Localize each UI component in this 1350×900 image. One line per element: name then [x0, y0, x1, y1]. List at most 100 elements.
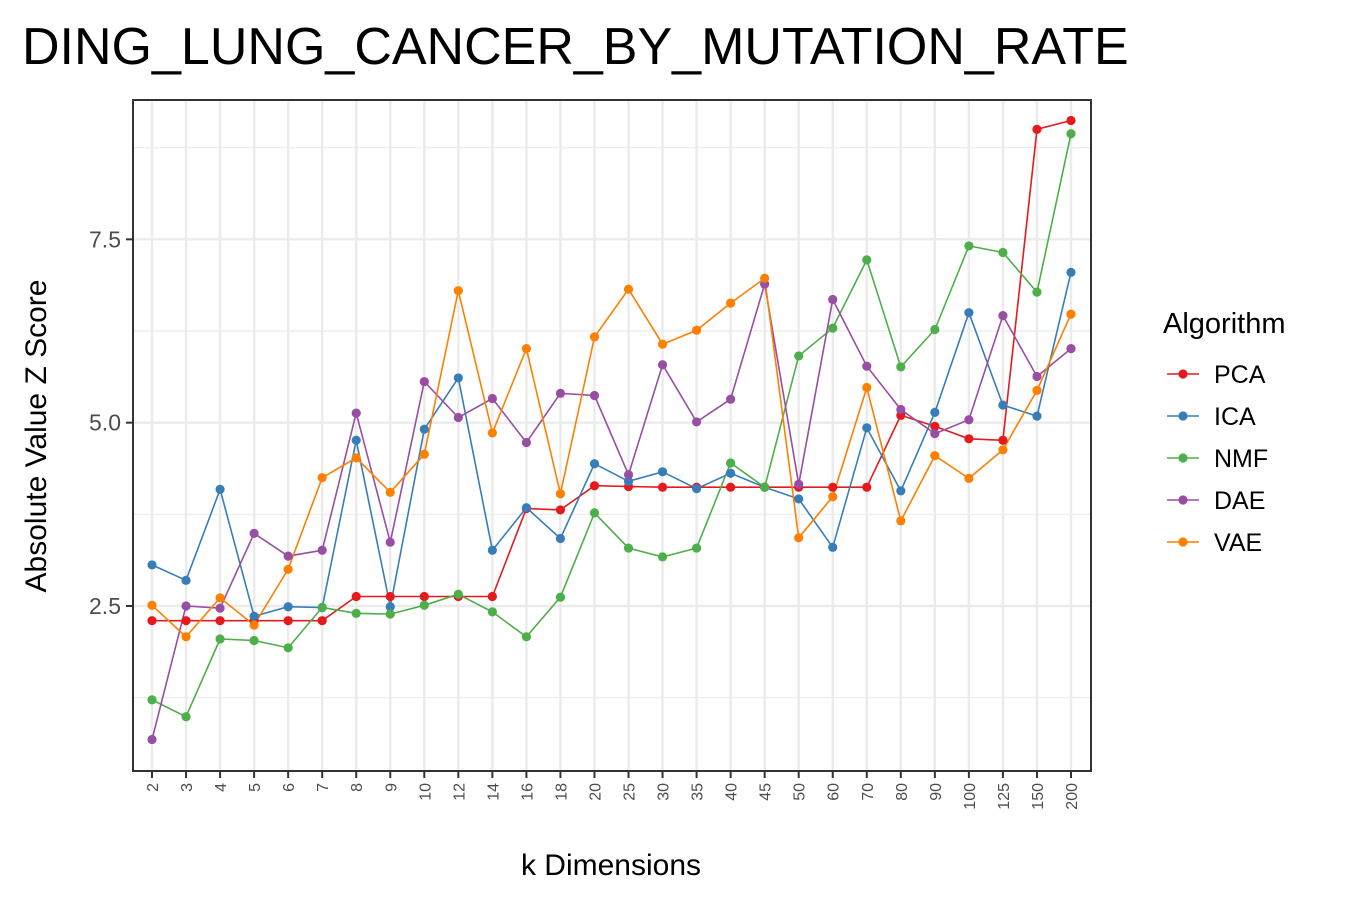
legend: Algorithm PCA ICA NMF DAE VAE	[1163, 308, 1286, 557]
data-point-nmf	[521, 632, 532, 642]
data-point-pca	[181, 616, 191, 626]
x-tick-label: 30	[656, 783, 673, 801]
data-point-pca	[215, 616, 225, 626]
data-point-dae	[657, 360, 668, 370]
data-point-pca	[862, 482, 872, 492]
data-point-vae	[249, 620, 259, 630]
data-point-dae	[385, 537, 395, 547]
data-point-nmf	[1066, 129, 1076, 139]
x-tick-label: 80	[894, 783, 911, 801]
data-point-ica	[1032, 411, 1042, 421]
x-tick-label: 50	[792, 783, 809, 801]
data-point-ica	[589, 459, 600, 469]
data-point-vae	[828, 492, 838, 502]
legend-label-dae: DAE	[1214, 487, 1265, 515]
x-tick-label: 3	[179, 783, 196, 792]
data-point-ica	[1066, 267, 1076, 277]
x-tick-label: 16	[519, 783, 536, 801]
data-point-ica	[657, 467, 668, 477]
x-tick-label: 150	[1030, 783, 1047, 810]
data-point-dae	[726, 394, 736, 404]
data-point-pca	[283, 616, 293, 626]
x-tick-label: 200	[1064, 783, 1081, 810]
data-point-vae	[623, 284, 634, 294]
data-point-dae	[317, 545, 327, 555]
data-point-ica	[623, 476, 634, 486]
data-point-ica	[487, 545, 497, 555]
data-point-dae	[589, 390, 600, 401]
data-point-pca	[147, 616, 157, 626]
x-tick-label: 5	[247, 783, 264, 792]
data-point-vae	[930, 451, 940, 461]
data-point-nmf	[385, 609, 395, 619]
x-tick-label: 45	[758, 783, 775, 801]
data-point-ica	[862, 423, 872, 433]
data-point-pca	[657, 482, 668, 492]
chart-title: DING_LUNG_CANCER_BY_MUTATION_RATE	[22, 18, 1129, 76]
data-point-nmf	[419, 600, 429, 610]
data-point-pca	[589, 481, 600, 491]
data-point-ica	[385, 602, 395, 612]
data-point-nmf	[964, 241, 974, 251]
data-point-vae	[964, 473, 974, 483]
y-tick-label: 5.0	[89, 410, 121, 436]
x-tick-label: 14	[485, 783, 502, 801]
data-point-nmf	[283, 643, 293, 653]
x-tick-label: 60	[826, 783, 843, 801]
data-point-nmf	[147, 695, 157, 705]
data-point-nmf	[726, 458, 736, 468]
data-point-vae	[215, 593, 225, 603]
y-axis-title: Absolute Value Z Score	[20, 280, 53, 593]
data-point-vae	[589, 332, 600, 342]
data-point-pca	[351, 591, 361, 602]
data-point-nmf	[1032, 287, 1042, 297]
data-point-nmf	[487, 607, 497, 617]
data-point-dae	[453, 412, 463, 423]
data-point-dae	[351, 408, 361, 418]
series-line-ica	[151, 272, 1072, 618]
x-tick-label: 18	[553, 783, 570, 801]
data-point-pca	[998, 435, 1008, 445]
legend-label-nmf: NMF	[1214, 445, 1268, 473]
data-point-vae	[521, 344, 532, 354]
series-points	[147, 115, 1076, 745]
data-point-vae	[555, 489, 566, 499]
data-point-dae	[794, 479, 804, 489]
y-tick-label: 7.5	[89, 226, 121, 252]
x-axis-title: k Dimensions	[521, 849, 701, 882]
data-point-pca	[1066, 115, 1076, 126]
data-point-ica	[419, 424, 429, 434]
data-point-vae	[419, 449, 429, 459]
data-point-nmf	[249, 635, 259, 646]
plot-panel-border	[132, 99, 1092, 772]
x-tick-label: 2	[145, 783, 162, 792]
data-point-ica	[930, 407, 940, 417]
x-tick-label: 4	[213, 783, 230, 792]
data-point-ica	[896, 486, 906, 496]
data-point-ica	[555, 533, 566, 544]
x-tick-label: 35	[690, 783, 707, 801]
legend-key-point	[1178, 453, 1188, 463]
x-tick-label: 12	[451, 783, 468, 801]
data-point-dae	[181, 601, 191, 611]
data-point-ica	[828, 542, 838, 552]
series-line-nmf	[151, 133, 1072, 718]
data-point-nmf	[555, 592, 566, 602]
data-point-ica	[521, 503, 532, 513]
data-point-vae	[794, 533, 804, 543]
data-point-pca	[555, 505, 566, 515]
data-point-dae	[623, 470, 634, 480]
legend-label-vae: VAE	[1214, 529, 1262, 557]
data-point-dae	[1032, 371, 1042, 382]
x-tick-label: 8	[349, 783, 366, 792]
data-point-nmf	[215, 634, 225, 644]
data-point-nmf	[896, 362, 906, 372]
data-point-vae	[385, 487, 395, 497]
data-point-vae	[487, 428, 497, 438]
data-point-vae	[181, 632, 191, 642]
data-point-nmf	[181, 712, 191, 722]
data-point-nmf	[998, 247, 1008, 258]
x-tick-label: 6	[281, 783, 298, 792]
data-point-vae	[351, 453, 361, 463]
